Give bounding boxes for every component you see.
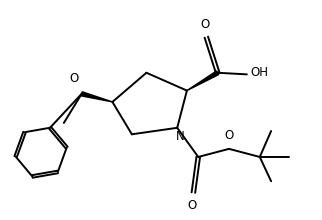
Text: O: O: [187, 199, 196, 212]
Text: O: O: [200, 18, 209, 31]
Polygon shape: [81, 92, 112, 102]
Text: N: N: [175, 130, 184, 143]
Text: O: O: [224, 129, 234, 142]
Text: O: O: [69, 72, 78, 85]
Text: OH: OH: [251, 66, 269, 79]
Polygon shape: [187, 71, 219, 91]
